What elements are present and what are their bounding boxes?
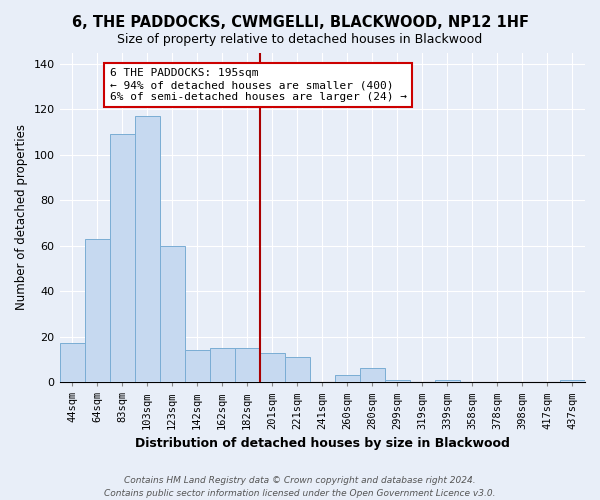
Bar <box>160 246 185 382</box>
Y-axis label: Number of detached properties: Number of detached properties <box>15 124 28 310</box>
Bar <box>209 348 235 382</box>
Bar <box>235 348 260 382</box>
Text: 6 THE PADDOCKS: 195sqm
← 94% of detached houses are smaller (400)
6% of semi-det: 6 THE PADDOCKS: 195sqm ← 94% of detached… <box>110 68 407 102</box>
Text: 6, THE PADDOCKS, CWMGELLI, BLACKWOOD, NP12 1HF: 6, THE PADDOCKS, CWMGELLI, BLACKWOOD, NP… <box>71 15 529 30</box>
Bar <box>435 380 460 382</box>
Bar <box>335 376 360 382</box>
Bar <box>360 368 385 382</box>
Bar <box>134 116 160 382</box>
Bar <box>260 352 285 382</box>
Text: Size of property relative to detached houses in Blackwood: Size of property relative to detached ho… <box>118 32 482 46</box>
Text: Contains HM Land Registry data © Crown copyright and database right 2024.
Contai: Contains HM Land Registry data © Crown c… <box>104 476 496 498</box>
Bar <box>285 357 310 382</box>
Bar <box>560 380 585 382</box>
Bar <box>59 344 85 382</box>
Bar <box>185 350 209 382</box>
Bar <box>85 239 110 382</box>
Bar <box>385 380 410 382</box>
X-axis label: Distribution of detached houses by size in Blackwood: Distribution of detached houses by size … <box>135 437 510 450</box>
Bar <box>110 134 134 382</box>
